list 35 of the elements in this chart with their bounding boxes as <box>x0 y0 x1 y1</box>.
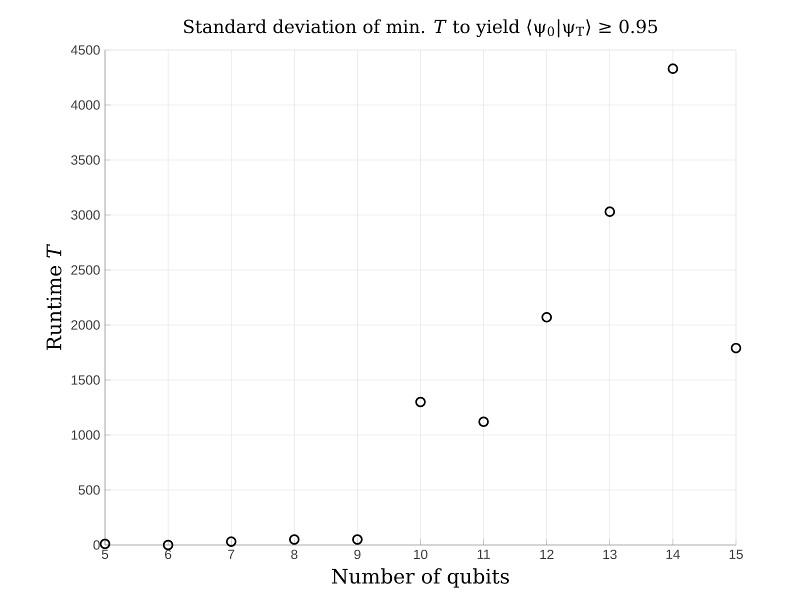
x-tick-label: 11 <box>478 550 490 559</box>
point <box>541 312 552 323</box>
y-tick-label: 1000 <box>72 430 100 440</box>
x-tick-label: 13 <box>603 550 617 560</box>
point <box>604 206 616 217</box>
y-tick-label: 3000 <box>71 210 100 220</box>
x-tick-label: 12 <box>540 550 554 560</box>
x-tick-label: 6 <box>165 550 172 560</box>
y-tick-label: 4000 <box>70 100 100 110</box>
y-tick-label: 0 <box>93 540 100 550</box>
x-tick-label: 9 <box>354 550 360 560</box>
point <box>415 396 426 408</box>
chart-title: Standard deviation of min. T to yield ⟨ψ$_{0}$|ψ$_{T}$⟩ ≥ 0.95 <box>184 19 657 38</box>
x-tick-label: 14 <box>666 550 680 559</box>
y-tick-label: 3500 <box>71 155 100 165</box>
y-tick-label: 2500 <box>71 265 100 275</box>
point <box>730 342 742 354</box>
point <box>226 536 236 547</box>
point <box>668 63 678 74</box>
x-tick-label: 8 <box>291 550 298 560</box>
y-axis-title: Runtime T <box>46 244 62 350</box>
point <box>352 534 363 545</box>
x-tick-label: 10 <box>414 550 428 560</box>
x-tick-label: 5 <box>102 550 108 559</box>
y-tick-label: 4500 <box>70 45 100 55</box>
point <box>478 416 489 428</box>
y-tick-label: 1500 <box>72 375 100 385</box>
x-tick-label: 15 <box>730 550 743 559</box>
point <box>100 538 110 550</box>
y-tick-label: 500 <box>78 485 100 495</box>
y-tick-label: 2000 <box>71 320 100 330</box>
x-tick-label: 7 <box>228 550 234 559</box>
point <box>289 534 300 545</box>
point <box>162 540 174 550</box>
x-axis-title: Number of qubits <box>332 568 509 588</box>
